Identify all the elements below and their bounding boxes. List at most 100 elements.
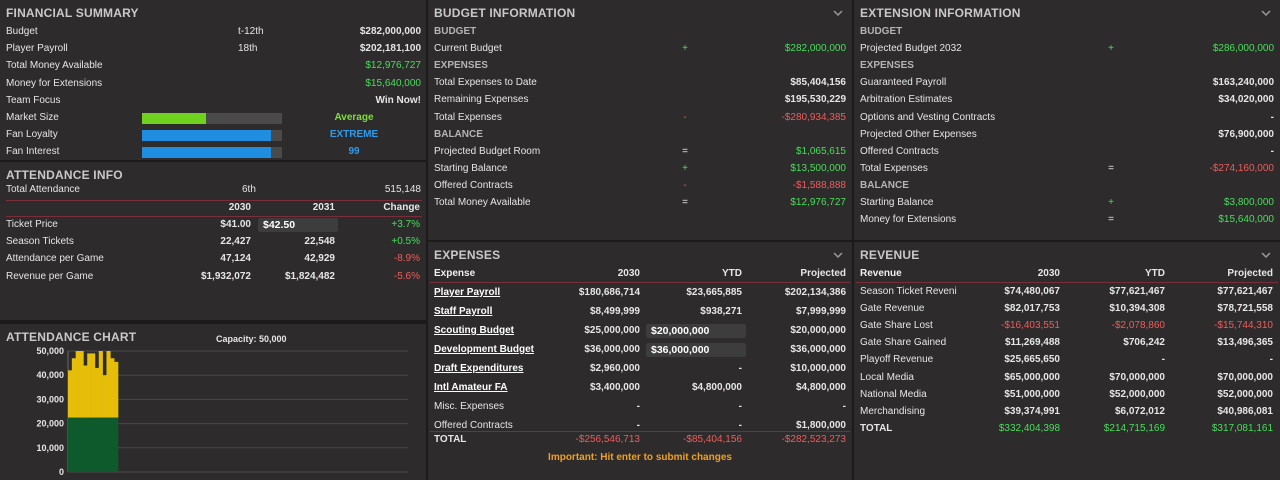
section-header: BUDGET	[428, 24, 852, 41]
single-game-bar	[87, 353, 92, 418]
header-ytd: YTD	[722, 268, 742, 279]
single-game-bar	[98, 351, 103, 418]
header-revenue: Revenue	[860, 268, 902, 279]
expense-row: Scouting Budget $25,000,000 $20,000,000 $20…	[428, 323, 852, 340]
header-ytd: YTD	[1145, 268, 1165, 279]
section-label: BUDGET	[434, 26, 477, 37]
season-ticket-bar	[75, 417, 80, 472]
chevron-down-icon[interactable]	[832, 249, 844, 261]
attendance-row: Revenue per Game $1,932,072 $1,824,482 -5.6…	[0, 269, 426, 286]
y-tick-label: 10,000	[36, 443, 64, 453]
financial-summary-row: Team Focus Win Now!	[0, 93, 426, 110]
ticket-price-input[interactable]: $42.50	[258, 218, 338, 232]
row-label: Ticket Price	[6, 219, 58, 230]
info-row: Remaining Expenses $195,530,229	[428, 92, 852, 109]
chevron-down-icon[interactable]	[1260, 249, 1272, 261]
value-projected: -$15,744,310	[1214, 320, 1273, 332]
value-projected: $4,800,000	[795, 382, 846, 393]
info-row: Options and Vesting Contracts -	[854, 110, 1280, 127]
single-game-bar	[106, 351, 111, 418]
ytd-budget-input[interactable]: $20,000,000	[646, 324, 746, 338]
row-label: Options and Vesting Contracts	[860, 111, 996, 123]
total-attendance-rank: 6th	[242, 184, 256, 195]
meter-label: Fan Loyalty	[6, 129, 58, 141]
meter-value: Average	[334, 112, 374, 123]
chevron-down-icon[interactable]	[1260, 7, 1272, 19]
expense-row: Player Payroll $180,686,714 $23,665,885 $20…	[428, 285, 852, 302]
meter-bar	[142, 130, 282, 142]
row-value: $15,640,000	[365, 77, 421, 89]
ticket-price-value: $42.50	[263, 219, 296, 231]
revenue-row: Gate Share Lost -$16,403,551 -$2,078,860 -$…	[854, 318, 1280, 335]
ytd-budget-input[interactable]: $36,000,000	[646, 343, 746, 357]
sign: +	[682, 43, 688, 55]
row-label: Team Focus	[6, 94, 61, 106]
financial-summary-row: Money for Extensions $15,640,000	[0, 76, 426, 93]
total-label: TOTAL	[434, 434, 467, 445]
expense-link[interactable]: Scouting Budget	[434, 325, 514, 336]
meter-value: 99	[348, 146, 360, 158]
chevron-down-icon[interactable]	[832, 7, 844, 19]
value-2030: $25,665,650	[1004, 354, 1060, 366]
section-label: EXPENSES	[434, 60, 488, 72]
value-2030: 47,124	[220, 253, 251, 265]
value-ytd: $938,271	[700, 306, 742, 317]
season-ticket-bar	[114, 417, 119, 472]
meter-label: Market Size	[6, 112, 59, 123]
expense-row: Staff Payroll $8,499,999 $938,271 $7,999,99…	[428, 304, 852, 321]
row-label: Offered Contracts	[860, 145, 939, 157]
row-value: $34,020,000	[1218, 94, 1274, 106]
attendance-chart-panel: ATTENDANCE CHART Capacity: 50,000 0 10,00…	[0, 324, 426, 480]
single-game-bar	[79, 351, 84, 418]
row-label: Budget	[6, 26, 38, 37]
info-row: Offered Contracts - -$1,588,888	[428, 178, 852, 195]
meter-bar	[142, 113, 282, 124]
row-label: Starting Balance	[434, 162, 508, 174]
expense-link[interactable]: Intl Amateur FA	[434, 382, 508, 393]
season-ticket-bar	[102, 417, 107, 472]
row-rank: t-12th	[238, 26, 264, 37]
season-ticket-bar	[79, 417, 84, 472]
value-ytd: $23,665,885	[686, 287, 742, 298]
info-row: Starting Balance + $13,500,000	[428, 161, 852, 178]
total-projected: -$282,523,273	[781, 434, 846, 445]
row-label: Starting Balance	[860, 197, 934, 208]
row-label: Current Budget	[434, 43, 502, 55]
revenue-row: Season Ticket Reveni $74,480,067 $77,621,4…	[854, 284, 1280, 301]
expense-link[interactable]: Draft Expenditures	[434, 363, 524, 374]
row-label: Remaining Expenses	[434, 94, 529, 106]
info-row: Projected Budget Room = $1,065,615	[428, 144, 852, 161]
row-label: Total Expenses	[434, 111, 502, 123]
row-value: -$280,934,385	[781, 111, 846, 123]
expense-link[interactable]: Development Budget	[434, 344, 535, 355]
value-ytd: $4,800,000	[691, 382, 742, 393]
single-game-bar	[110, 358, 115, 418]
section-label: EXPENSES	[860, 60, 914, 72]
single-game-bar	[94, 367, 100, 418]
value-projected: $202,134,386	[784, 287, 846, 298]
season-ticket-bar	[106, 417, 111, 472]
meter-label: Fan Interest	[6, 146, 60, 158]
single-game-bar	[75, 351, 80, 418]
value-projected: $36,000,000	[790, 344, 846, 355]
info-row: Money for Extensions = $15,640,000	[854, 212, 1280, 229]
attendance-chart-title: ATTENDANCE CHART	[6, 330, 137, 344]
value-projected: $77,621,467	[1217, 286, 1273, 297]
expense-link[interactable]: Player Payroll	[434, 287, 501, 298]
divider	[856, 282, 1278, 283]
info-row: Starting Balance + $3,800,000	[854, 195, 1280, 212]
value-2030: $11,269,488	[1004, 337, 1060, 349]
value-2030: $1,932,072	[200, 270, 251, 282]
financial-summary-row: Player Payroll 18th $202,181,100	[0, 41, 426, 58]
row-label: Gate Revenue	[860, 303, 925, 315]
row-value: $12,976,727	[790, 197, 846, 208]
info-row: Current Budget + $282,000,000	[428, 41, 852, 58]
revenue-row: Merchandising $39,374,991 $6,072,012 $40,98…	[854, 404, 1280, 421]
value-projected: $10,000,000	[790, 363, 846, 374]
value-2030: $65,000,000	[1004, 371, 1060, 383]
expense-link[interactable]: Staff Payroll	[434, 306, 493, 317]
value-2030: $25,000,000	[584, 325, 640, 336]
attendance-header-row: 2030 2031 Change	[0, 200, 426, 217]
season-ticket-bar	[91, 417, 96, 472]
value-change: -5.6%	[393, 270, 420, 282]
